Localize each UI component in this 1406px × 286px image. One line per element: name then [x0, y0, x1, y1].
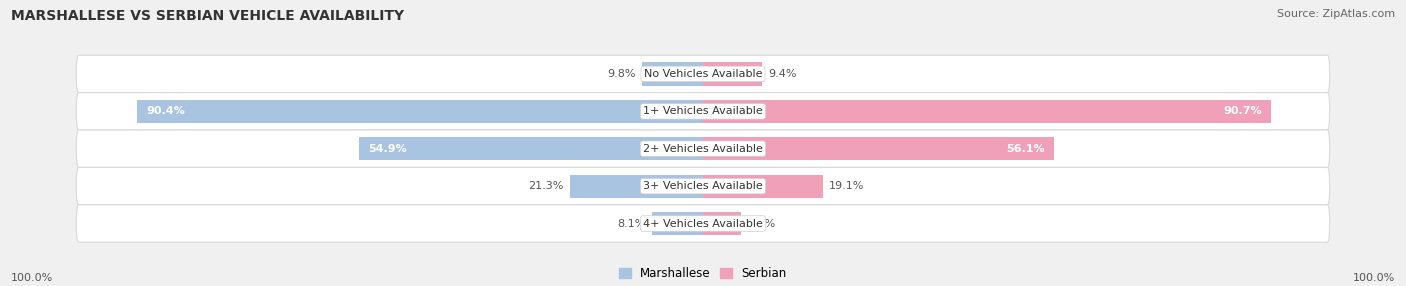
Text: 19.1%: 19.1%: [830, 181, 865, 191]
FancyBboxPatch shape: [76, 55, 1330, 93]
FancyBboxPatch shape: [76, 130, 1330, 167]
Text: 9.4%: 9.4%: [768, 69, 797, 79]
Bar: [703, 100, 1271, 123]
Bar: [359, 137, 703, 160]
FancyBboxPatch shape: [76, 167, 1330, 205]
Text: 9.8%: 9.8%: [607, 69, 636, 79]
Bar: [652, 212, 703, 235]
Text: 100.0%: 100.0%: [1353, 273, 1395, 283]
Text: 21.3%: 21.3%: [529, 181, 564, 191]
Text: 90.4%: 90.4%: [146, 106, 186, 116]
Bar: [569, 174, 703, 198]
Text: 1+ Vehicles Available: 1+ Vehicles Available: [643, 106, 763, 116]
FancyBboxPatch shape: [76, 93, 1330, 130]
Text: No Vehicles Available: No Vehicles Available: [644, 69, 762, 79]
Text: 54.9%: 54.9%: [368, 144, 408, 154]
Text: 90.7%: 90.7%: [1223, 106, 1261, 116]
Text: 56.1%: 56.1%: [1007, 144, 1045, 154]
Bar: [703, 212, 741, 235]
Bar: [703, 62, 762, 86]
Bar: [703, 137, 1054, 160]
Bar: [136, 100, 703, 123]
FancyBboxPatch shape: [76, 205, 1330, 242]
Text: 3+ Vehicles Available: 3+ Vehicles Available: [643, 181, 763, 191]
Text: MARSHALLESE VS SERBIAN VEHICLE AVAILABILITY: MARSHALLESE VS SERBIAN VEHICLE AVAILABIL…: [11, 9, 405, 23]
Text: 2+ Vehicles Available: 2+ Vehicles Available: [643, 144, 763, 154]
Legend: Marshallese, Serbian: Marshallese, Serbian: [619, 267, 787, 280]
Text: 8.1%: 8.1%: [617, 219, 645, 229]
Bar: [641, 62, 703, 86]
Text: 6.0%: 6.0%: [747, 219, 775, 229]
Text: 4+ Vehicles Available: 4+ Vehicles Available: [643, 219, 763, 229]
Text: Source: ZipAtlas.com: Source: ZipAtlas.com: [1277, 9, 1395, 19]
Text: 100.0%: 100.0%: [11, 273, 53, 283]
Bar: [703, 174, 823, 198]
